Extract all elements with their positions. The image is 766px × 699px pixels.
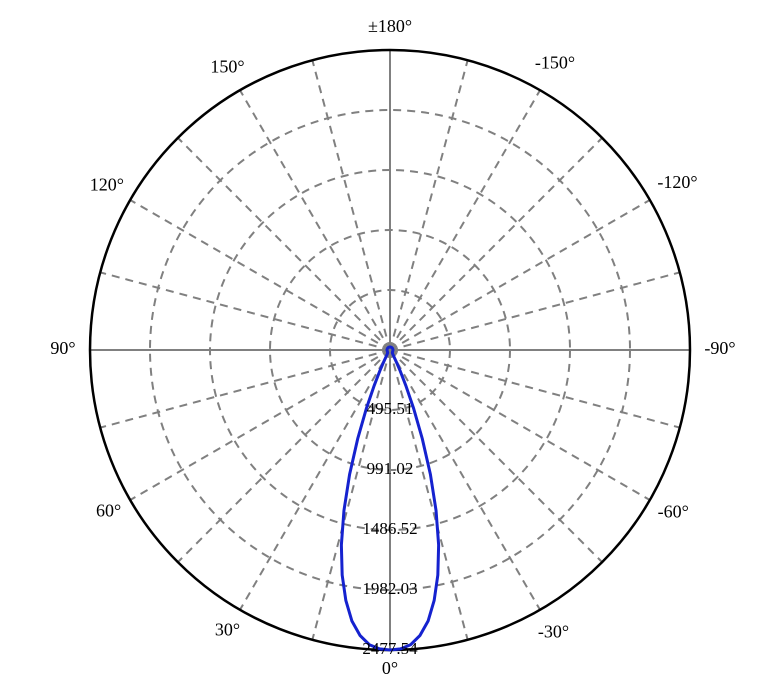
polar-chart: ±180° 150° 120° 90° 60° 30° 0° -30° -60° -90° -120… bbox=[0, 0, 766, 699]
radial-label: 495.51 bbox=[367, 399, 414, 418]
radial-label: 1982.03 bbox=[362, 579, 417, 598]
angle-label: -30° bbox=[538, 621, 569, 641]
angle-label: 30° bbox=[215, 620, 240, 640]
angle-label: 90° bbox=[50, 338, 75, 358]
angle-label: -150° bbox=[535, 52, 575, 72]
radial-label: 2477.54 bbox=[362, 639, 418, 658]
radial-label: 991.02 bbox=[367, 459, 414, 478]
angle-label: ±180° bbox=[368, 16, 412, 36]
angle-label: -60° bbox=[658, 502, 689, 522]
angle-label: 150° bbox=[210, 57, 244, 77]
angle-label: 120° bbox=[90, 175, 124, 195]
radial-label: 1486.52 bbox=[362, 519, 417, 538]
angle-label: 60° bbox=[96, 501, 121, 521]
grid bbox=[90, 50, 690, 650]
angle-label: 0° bbox=[382, 658, 398, 678]
angle-label: -90° bbox=[704, 338, 735, 358]
angle-label: -120° bbox=[657, 172, 697, 192]
